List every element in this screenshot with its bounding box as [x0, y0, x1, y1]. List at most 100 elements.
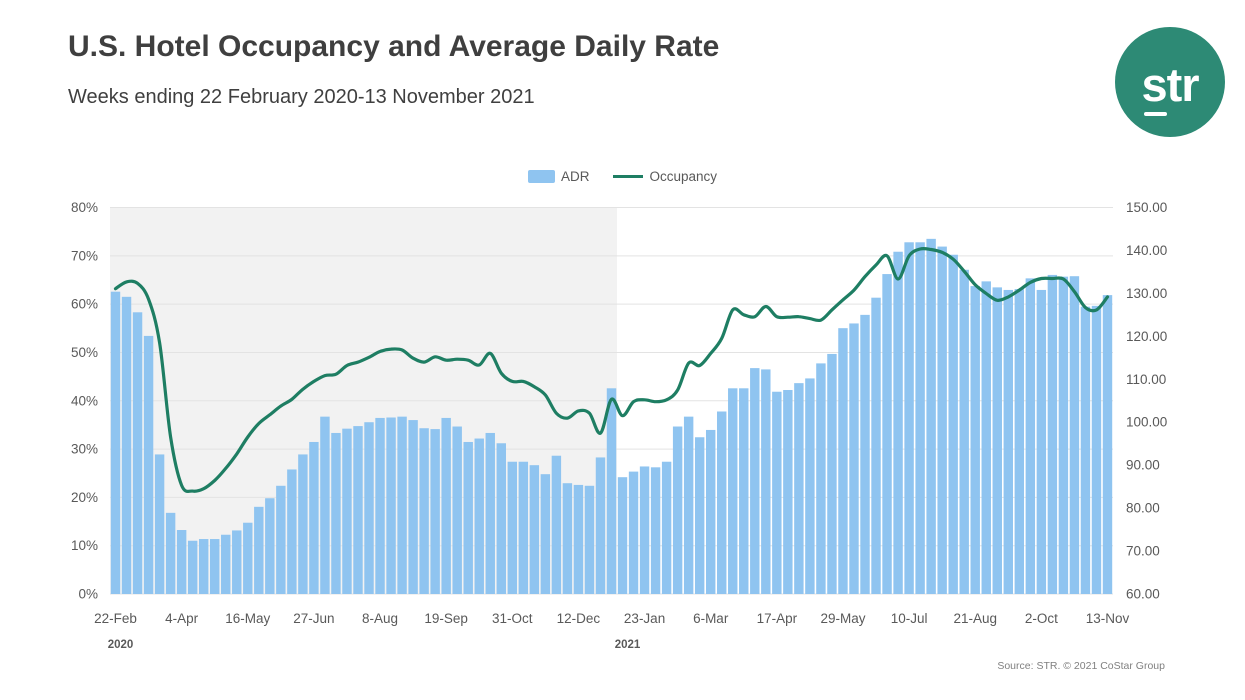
adr-bar	[187, 540, 198, 594]
right-axis-tick: 150.00	[1126, 200, 1167, 215]
adr-bar	[573, 484, 584, 594]
adr-bar	[1058, 276, 1069, 594]
adr-bar	[805, 378, 815, 594]
adr-bar	[904, 242, 914, 594]
adr-bar	[154, 454, 165, 594]
adr-bar	[232, 530, 242, 594]
adr-bar	[1003, 289, 1014, 594]
adr-bar	[518, 461, 529, 594]
adr-bar	[1036, 289, 1047, 594]
year-label: 2021	[615, 639, 641, 651]
x-axis-tick: 13-Nov	[1086, 611, 1130, 626]
adr-bar	[937, 246, 947, 594]
adr-bar	[375, 417, 385, 594]
adr-bar	[992, 287, 1002, 594]
legend-item-occupancy: Occupancy	[613, 169, 717, 184]
adr-bar	[331, 432, 341, 594]
legend-occupancy-label: Occupancy	[649, 169, 718, 184]
year-label: 2020	[108, 639, 134, 651]
left-axis-tick: 0%	[78, 587, 98, 602]
right-axis-tick: 90.00	[1126, 458, 1160, 473]
adr-bar	[584, 485, 595, 594]
adr-bar	[430, 429, 440, 594]
adr-bar	[959, 269, 969, 594]
x-axis-tick: 17-Apr	[757, 611, 798, 626]
str-logo: str	[1115, 27, 1225, 137]
left-axis-tick: 60%	[71, 297, 98, 312]
occupancy-swatch-icon	[613, 175, 644, 178]
adr-bar	[1102, 295, 1113, 594]
x-axis-tick: 4-Apr	[165, 611, 199, 626]
adr-bar	[176, 530, 187, 594]
chart-title: U.S. Hotel Occupancy and Average Daily R…	[68, 30, 720, 63]
x-axis-tick: 31-Oct	[492, 611, 533, 626]
adr-bar	[386, 417, 396, 594]
adr-bar	[893, 251, 903, 594]
adr-bar	[287, 469, 297, 594]
adr-bar	[320, 416, 330, 594]
right-axis-tick: 100.00	[1126, 415, 1167, 430]
adr-bar	[860, 314, 870, 594]
left-axis-tick: 70%	[71, 248, 98, 263]
adr-bar	[397, 416, 407, 594]
adr-bar	[672, 426, 683, 594]
legend-adr-label: ADR	[560, 169, 590, 184]
adr-bar	[705, 429, 716, 594]
x-axis-tick: 2-Oct	[1025, 611, 1058, 626]
adr-bar	[970, 286, 980, 594]
left-axis-tick: 40%	[71, 393, 98, 408]
adr-bar	[1091, 305, 1102, 594]
adr-bar	[816, 363, 826, 594]
x-axis-tick: 22-Feb	[94, 611, 137, 626]
adr-bar	[661, 461, 672, 594]
adr-bar	[827, 353, 837, 594]
right-axis-tick: 70.00	[1126, 544, 1160, 559]
right-axis-tick: 140.00	[1126, 243, 1167, 258]
adr-bar	[739, 388, 749, 594]
source-note: Source: STR. © 2021 CoStar Group	[997, 660, 1165, 672]
adr-bar	[871, 297, 881, 594]
adr-bar	[838, 328, 848, 594]
adr-bar	[948, 254, 958, 594]
adr-bar	[617, 477, 628, 594]
adr-bar	[143, 335, 154, 594]
chart-legend: ADR Occupancy	[0, 169, 1245, 184]
x-axis-tick: 10-Jul	[891, 611, 928, 626]
right-axis-tick: 110.00	[1126, 372, 1166, 387]
x-axis-tick: 27-Jun	[293, 611, 334, 626]
adr-bar	[772, 391, 782, 594]
adr-bar	[540, 474, 551, 594]
adr-bar	[794, 383, 804, 594]
adr-bar	[254, 506, 264, 594]
adr-bar	[650, 467, 661, 594]
str-logo-underline	[1144, 112, 1167, 116]
adr-bar	[441, 417, 451, 594]
x-axis-tick: 8-Aug	[362, 611, 398, 626]
x-axis-tick: 12-Dec	[557, 611, 601, 626]
adr-bar	[298, 454, 308, 594]
adr-bar	[474, 438, 484, 594]
adr-bar	[198, 539, 209, 594]
adr-bar	[628, 471, 639, 594]
adr-bar	[761, 369, 771, 594]
left-axis-tick: 10%	[71, 538, 98, 553]
x-axis-tick: 29-May	[820, 611, 865, 626]
adr-bar	[342, 428, 352, 594]
adr-bar	[562, 483, 573, 594]
x-axis-tick: 21-Aug	[953, 611, 997, 626]
adr-bar	[452, 426, 462, 594]
adr-bar	[353, 426, 363, 594]
right-axis-tick: 80.00	[1126, 501, 1160, 516]
adr-bar	[1069, 276, 1080, 594]
adr-bar	[221, 534, 231, 594]
adr-bar	[529, 465, 540, 594]
adr-bar	[783, 390, 793, 594]
adr-bar	[551, 455, 562, 594]
adr-swatch-icon	[527, 170, 555, 183]
adr-bar	[728, 388, 738, 594]
adr-bar	[639, 466, 650, 594]
right-axis-tick: 120.00	[1126, 329, 1167, 344]
left-axis-tick: 20%	[71, 490, 98, 505]
